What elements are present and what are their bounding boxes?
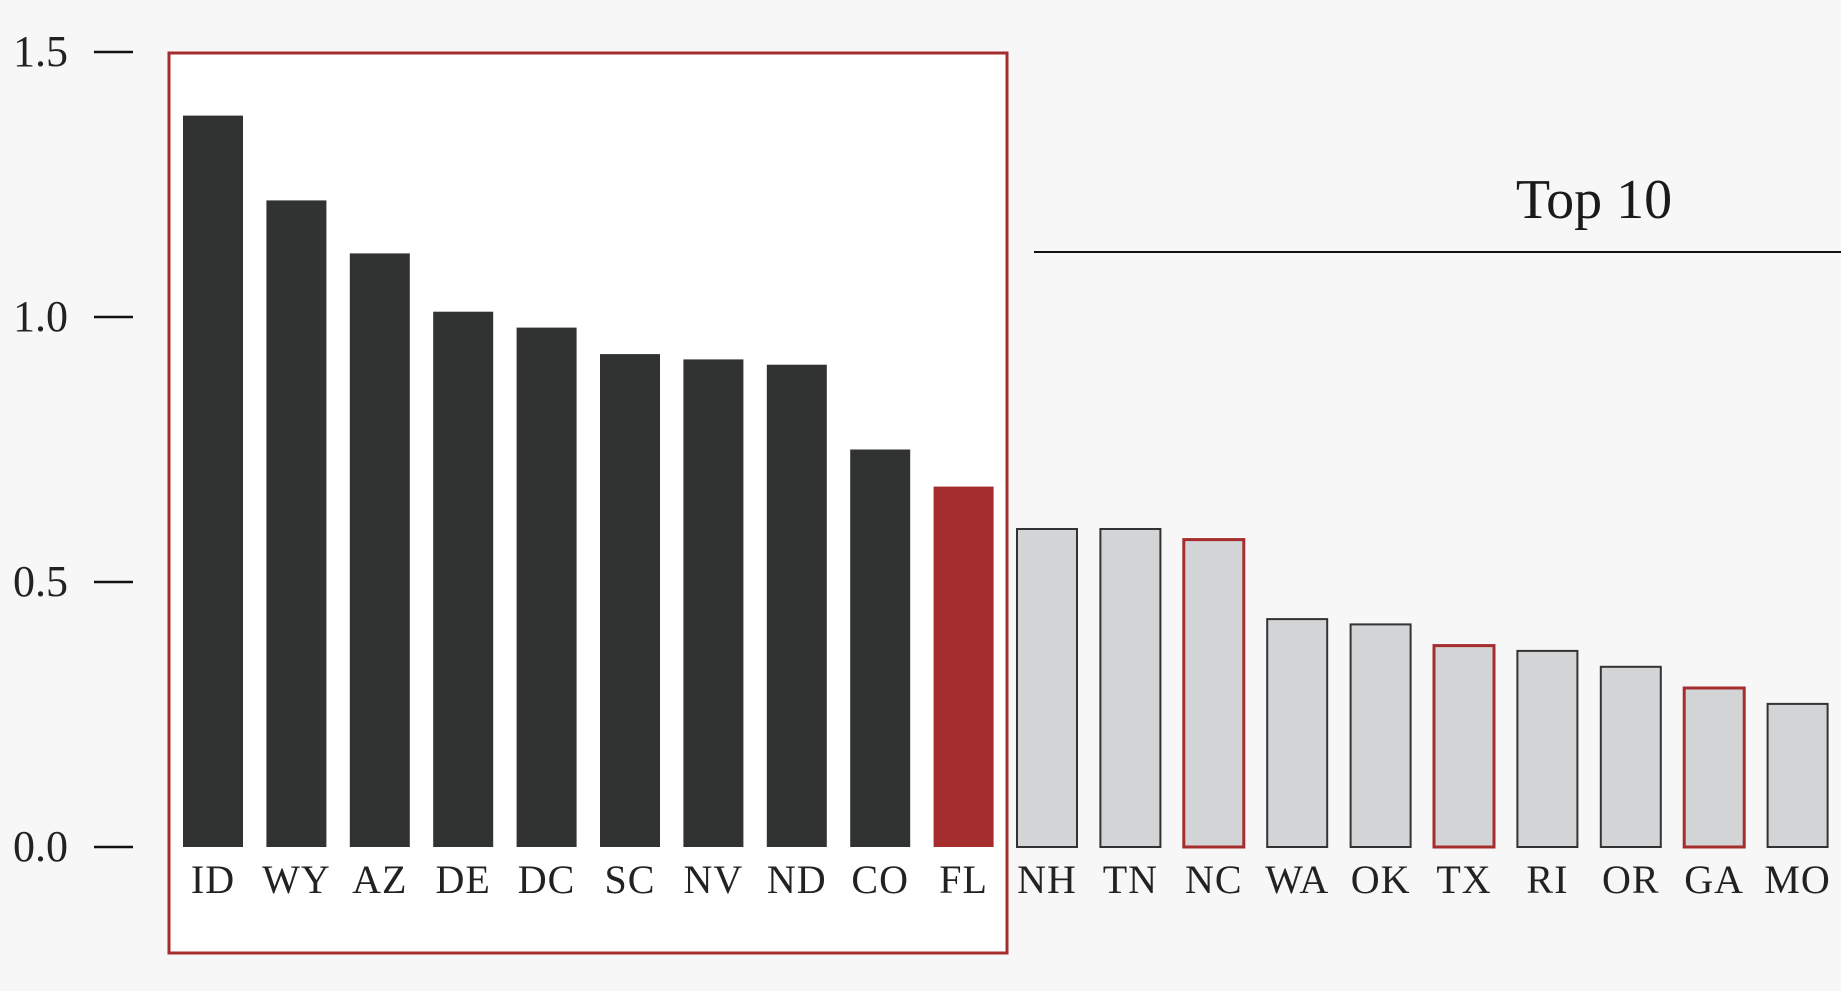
x-label-wa: WA: [1265, 857, 1329, 902]
bar-co: [850, 449, 911, 847]
x-label-ok: OK: [1351, 857, 1411, 902]
x-label-wy: WY: [262, 857, 331, 902]
x-label-nv: NV: [684, 857, 744, 902]
x-label-tx: TX: [1436, 857, 1491, 902]
bar-de: [433, 311, 494, 847]
bar-nd: [766, 364, 827, 847]
bar-ok: [1349, 623, 1412, 849]
bar-tn: [1099, 528, 1162, 848]
bar-ga: [1682, 686, 1746, 849]
x-label-id: ID: [191, 857, 235, 902]
x-label-fl: FL: [939, 857, 988, 902]
x-label-dc: DC: [518, 857, 576, 902]
y-tick-label: 1.0: [13, 292, 68, 341]
bar-wy: [266, 200, 327, 847]
top-10-annotation: Top 10: [1516, 169, 1672, 231]
bar-az: [349, 253, 410, 847]
x-label-ga: GA: [1684, 857, 1744, 902]
y-tick-label: 0.0: [13, 822, 68, 871]
bar-mo: [1766, 702, 1829, 849]
bar-ri: [1516, 649, 1579, 849]
x-label-tn: TN: [1103, 857, 1158, 902]
bar-sc: [600, 354, 660, 847]
x-label-sc: SC: [605, 857, 656, 902]
x-label-nd: ND: [767, 857, 827, 902]
y-tick-label: 1.5: [13, 27, 68, 76]
x-label-az: AZ: [352, 857, 407, 902]
bar-wa: [1266, 618, 1329, 848]
x-label-nc: NC: [1185, 857, 1243, 902]
y-axis: 0.0 0.5 1.0 1.5: [13, 27, 133, 871]
x-axis-labels: ID WY AZ DE DC SC NV ND CO FL NH TN NC WA OK TX RI OR GA MO: [191, 857, 1830, 902]
bar-dc: [516, 327, 577, 848]
x-label-mo: MO: [1764, 857, 1830, 902]
bars: [183, 115, 1829, 849]
bar-nc: [1182, 538, 1246, 849]
x-label-co: CO: [851, 857, 909, 902]
bar-nv: [683, 359, 744, 847]
x-label-ri: RI: [1526, 857, 1568, 902]
bar-or: [1599, 665, 1662, 848]
x-label-or: OR: [1602, 857, 1660, 902]
x-label-de: DE: [436, 857, 491, 902]
bar-tx: [1432, 644, 1496, 849]
bar-fl: [933, 486, 994, 847]
x-label-nh: NH: [1017, 857, 1077, 902]
y-tick-label: 0.5: [13, 557, 68, 606]
bar-nh: [1016, 528, 1078, 848]
bar-id: [183, 115, 243, 848]
